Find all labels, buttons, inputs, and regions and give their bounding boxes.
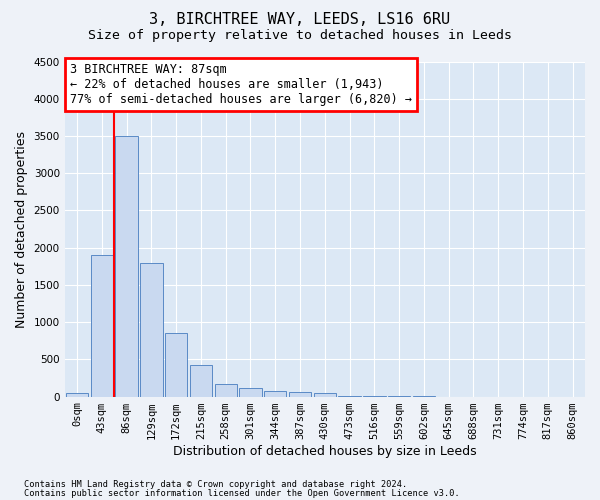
- Bar: [165, 334, 187, 396]
- Text: Contains public sector information licensed under the Open Government Licence v3: Contains public sector information licen…: [24, 490, 460, 498]
- Text: Contains HM Land Registry data © Crown copyright and database right 2024.: Contains HM Land Registry data © Crown c…: [24, 480, 407, 489]
- Y-axis label: Number of detached properties: Number of detached properties: [15, 130, 28, 328]
- Bar: [140, 262, 163, 396]
- Bar: [190, 364, 212, 396]
- Bar: [91, 255, 113, 396]
- Bar: [115, 136, 138, 396]
- Bar: [239, 388, 262, 396]
- Text: 3, BIRCHTREE WAY, LEEDS, LS16 6RU: 3, BIRCHTREE WAY, LEEDS, LS16 6RU: [149, 12, 451, 28]
- Bar: [314, 393, 336, 396]
- Bar: [289, 392, 311, 396]
- Bar: [215, 384, 237, 396]
- Text: 3 BIRCHTREE WAY: 87sqm
← 22% of detached houses are smaller (1,943)
77% of semi-: 3 BIRCHTREE WAY: 87sqm ← 22% of detached…: [70, 63, 412, 106]
- X-axis label: Distribution of detached houses by size in Leeds: Distribution of detached houses by size …: [173, 444, 476, 458]
- Bar: [264, 390, 286, 396]
- Text: Size of property relative to detached houses in Leeds: Size of property relative to detached ho…: [88, 29, 512, 42]
- Bar: [66, 393, 88, 396]
